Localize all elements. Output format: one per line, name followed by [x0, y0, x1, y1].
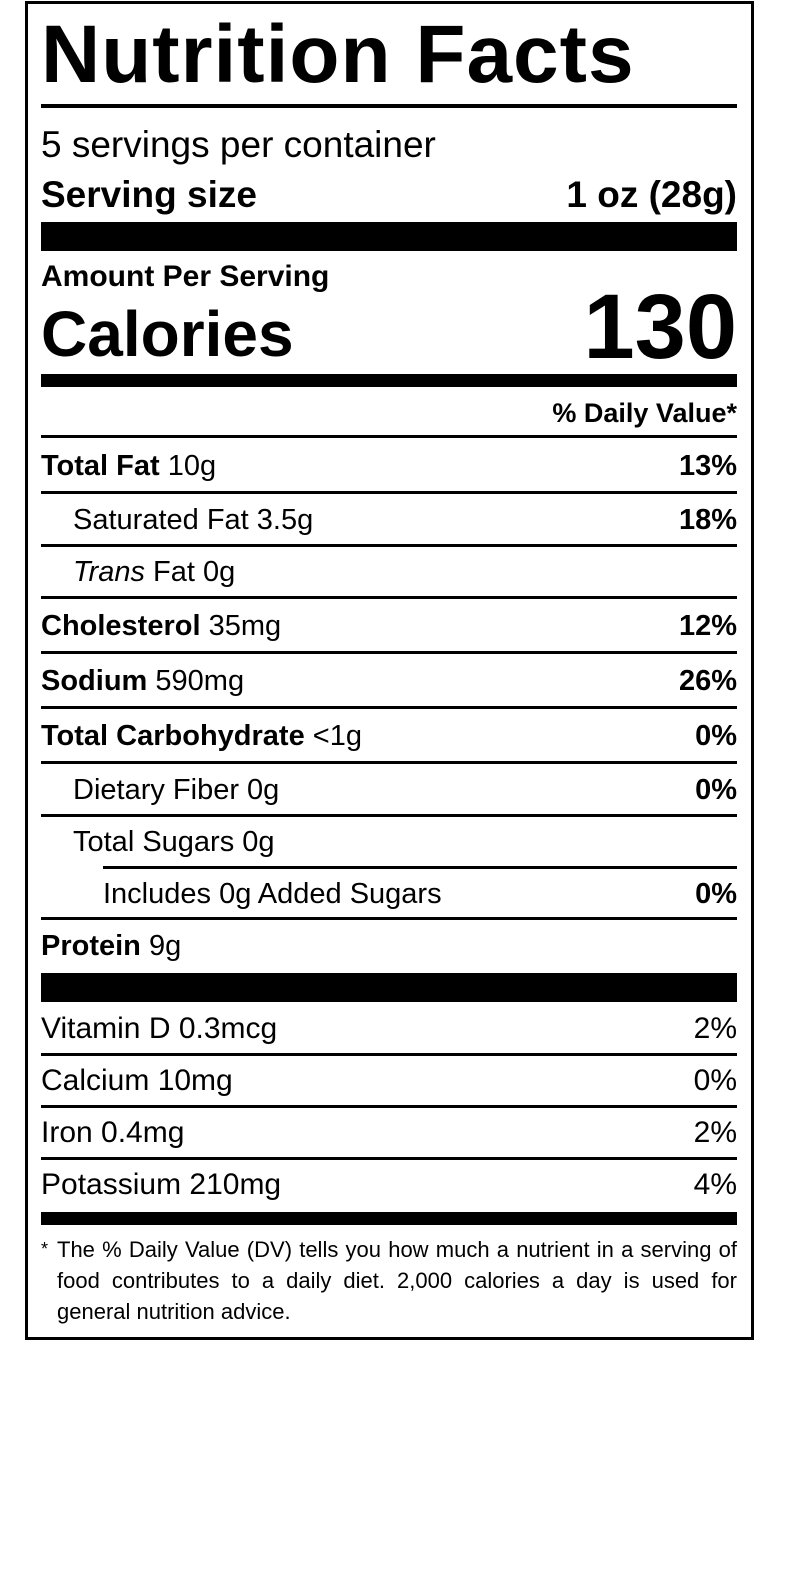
vitamin-row-potassium: Potassium 210mg 4% [41, 1160, 737, 1210]
nutrition-label [25, 1, 754, 1340]
calories-value: 130 [583, 275, 738, 378]
nutrient-amount: 9g [148, 929, 182, 962]
calories-row: Calories 130 [41, 275, 738, 378]
nutrient-name: Protein [41, 929, 141, 962]
nutrient-name-italic: Trans [73, 555, 145, 588]
footnote-text: The % Daily Value (DV) tells you how muc… [57, 1237, 737, 1324]
footnote: * The % Daily Value (DV) tells you how m… [41, 1234, 737, 1327]
amount-per-serving: Amount Per Serving [41, 260, 330, 293]
thick-divider [41, 222, 737, 251]
vitamin-dv: 4% [693, 1168, 737, 1201]
nutrient-row-protein: Protein 9g [41, 921, 737, 971]
divider [41, 761, 737, 764]
medium-divider [41, 374, 737, 387]
divider [41, 917, 737, 920]
nutrient-dv: 0% [695, 773, 737, 806]
divider [41, 596, 737, 599]
nutrient-amount: 590mg [155, 664, 245, 697]
nutrient-dv: 18% [678, 503, 737, 536]
divider [41, 814, 737, 817]
nutrient-name: Total Fat [41, 449, 160, 482]
divider [41, 104, 737, 108]
medium-divider [41, 1212, 737, 1225]
serving-size-value: 1 oz (28g) [566, 174, 737, 215]
nutrient-row-added-sugars: Includes 0g Added Sugars 0% [41, 869, 737, 919]
divider [41, 435, 737, 438]
divider [41, 491, 737, 494]
nutrient-amount: 35mg [208, 609, 282, 642]
nutrient-row-sodium: Sodium 590mg 26% [41, 656, 737, 706]
nutrient-dv: 0% [695, 877, 737, 910]
divider [41, 544, 737, 547]
nutrient-name: Saturated Fat 3.5g [73, 503, 314, 536]
nutrient-dv: 13% [678, 449, 737, 482]
divider [41, 1157, 737, 1160]
nutrient-dv: 0% [695, 719, 737, 752]
daily-value-header: % Daily Value* [41, 394, 737, 432]
nutrient-name: Dietary Fiber 0g [73, 773, 280, 806]
vitamin-name: Vitamin D 0.3mcg [41, 1012, 278, 1045]
vitamin-dv: 2% [693, 1116, 737, 1149]
daily-value-header-text: % Daily Value* [552, 397, 737, 428]
nutrient-dv: 12% [678, 609, 737, 642]
divider [41, 1105, 737, 1108]
nutrient-name: Sodium [41, 664, 148, 697]
vitamin-row-iron: Iron 0.4mg 2% [41, 1108, 737, 1158]
divider [103, 866, 737, 869]
vitamin-name: Potassium 210mg [41, 1168, 282, 1201]
vitamin-name: Iron 0.4mg [41, 1116, 185, 1149]
serving-size-row: Serving size 1 oz (28g) [41, 173, 737, 217]
nutrient-dv: 26% [678, 664, 737, 697]
nutrient-row-saturated-fat: Saturated Fat 3.5g 18% [41, 495, 737, 545]
vitamin-row-vitamin-d: Vitamin D 0.3mcg 2% [41, 1004, 737, 1054]
vitamin-dv: 2% [693, 1012, 737, 1045]
nutrient-row-cholesterol: Cholesterol 35mg 12% [41, 601, 737, 651]
calories-label: Calories [41, 298, 294, 370]
nutrient-row-total-carbohydrate: Total Carbohydrate <1g 0% [41, 711, 737, 761]
servings-per-container: 5 servings per container [41, 124, 436, 165]
nutrient-name: Total Sugars 0g [73, 825, 275, 858]
divider [41, 1053, 737, 1056]
divider [41, 651, 737, 654]
nutrient-amount: <1g [312, 719, 362, 752]
thick-divider [41, 973, 737, 1002]
nutrient-name: Fat 0g [153, 555, 236, 588]
nutrient-amount: 10g [167, 449, 217, 482]
nutrient-row-total-fat: Total Fat 10g 13% [41, 441, 737, 491]
nutrient-row-total-sugars: Total Sugars 0g [41, 817, 737, 867]
label-title: Nutrition Facts [41, 9, 635, 100]
nutrient-row-dietary-fiber: Dietary Fiber 0g 0% [41, 765, 737, 815]
vitamin-name: Calcium 10mg [41, 1064, 233, 1097]
nutrient-row-trans-fat: Trans Fat 0g [41, 547, 737, 597]
vitamin-row-calcium: Calcium 10mg 0% [41, 1056, 737, 1106]
divider [41, 706, 737, 709]
nutrient-name: Cholesterol [41, 609, 201, 642]
nutrient-name: Total Carbohydrate [41, 719, 305, 752]
nutrient-name: Includes 0g Added Sugars [103, 877, 442, 910]
serving-size-label: Serving size [41, 174, 257, 215]
footnote-asterisk: * [41, 1239, 49, 1259]
vitamin-dv: 0% [693, 1064, 737, 1097]
